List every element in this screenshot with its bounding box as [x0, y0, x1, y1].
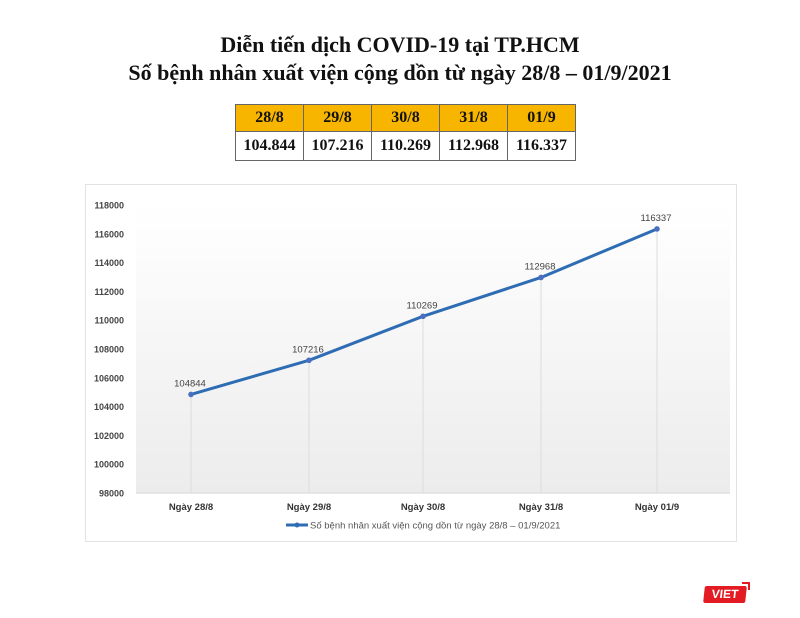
data-point-marker — [188, 391, 194, 398]
series-markers — [188, 226, 660, 398]
x-tick-label: Ngày 28/8 — [169, 502, 213, 513]
viet-logo: VIET — [703, 586, 747, 603]
x-tick-label: Ngày 29/8 — [287, 502, 331, 513]
line-chart-svg: 118000 116000 114000 112000 110000 108000 1060… — [94, 201, 730, 532]
y-tick-label: 104000 — [94, 402, 124, 412]
legend-marker-icon — [294, 522, 300, 528]
data-point-marker — [420, 313, 426, 320]
chart-title-line2: Số bệnh nhân xuất viện cộng dồn từ ngày … — [128, 60, 672, 85]
data-point-marker — [654, 226, 660, 232]
summary-header-cell: 30/8 — [371, 104, 440, 132]
y-tick-label: 108000 — [94, 345, 124, 355]
summary-header-cell: 01/9 — [507, 104, 576, 132]
data-label: 104844 — [174, 378, 206, 389]
summary-header-row: 28/8 29/8 30/8 31/8 01/9 — [235, 104, 576, 132]
y-tick-label: 98000 — [99, 489, 124, 499]
summary-value-cell: 116.337 — [507, 131, 576, 161]
summary-value-cell: 112.968 — [439, 131, 508, 161]
x-tick-label: Ngày 01/9 — [635, 502, 679, 513]
y-tick-label: 100000 — [94, 460, 124, 470]
legend: Số bệnh nhân xuất viện cộng dồn từ ngày … — [286, 521, 560, 532]
summary-values-row: 104.844 107.216 110.269 112.968 116.337 — [235, 131, 576, 161]
data-point-marker — [306, 357, 312, 364]
plot-area — [136, 205, 730, 493]
x-tick-label: Ngày 30/8 — [401, 502, 445, 513]
y-tick-label: 106000 — [94, 373, 124, 383]
summary-table: 28/8 29/8 30/8 31/8 01/9 104.844 107.216… — [235, 104, 576, 161]
data-label: 112968 — [525, 261, 556, 272]
line-chart: 118000 116000 114000 112000 110000 108000 1060… — [85, 184, 737, 542]
drop-lines — [190, 228, 658, 493]
y-tick-label: 114000 — [94, 258, 124, 268]
y-tick-label: 102000 — [94, 431, 124, 441]
summary-header-cell: 29/8 — [303, 104, 372, 132]
summary-value-cell: 110.269 — [371, 131, 440, 161]
data-label: 107216 — [292, 344, 324, 355]
chart-title-line1: Diễn tiến dịch COVID-19 tại TP.HCM — [220, 32, 580, 57]
data-label: 110269 — [407, 300, 438, 311]
data-labels: 104844 107216 110269 112968 116337 — [174, 213, 671, 389]
x-tick-label: Ngày 31/8 — [519, 502, 563, 513]
y-axis-ticks: 118000 116000 114000 112000 110000 108000 1060… — [94, 201, 124, 499]
summary-value-cell: 107.216 — [303, 131, 372, 161]
summary-header-cell: 31/8 — [439, 104, 508, 132]
legend-label: Số bệnh nhân xuất viện cộng dồn từ ngày … — [310, 521, 560, 532]
data-point-marker — [538, 274, 544, 281]
y-tick-label: 110000 — [94, 316, 124, 326]
y-tick-label: 118000 — [94, 201, 124, 211]
y-tick-label: 116000 — [94, 229, 124, 239]
data-label: 116337 — [641, 213, 672, 224]
summary-value-cell: 104.844 — [235, 131, 304, 161]
logo-arrow-icon — [742, 582, 750, 590]
summary-header-cell: 28/8 — [235, 104, 304, 132]
y-tick-label: 112000 — [94, 287, 124, 297]
x-axis-labels: Ngày 28/8 Ngày 29/8 Ngày 30/8 Ngày 31/8 Ngày… — [169, 502, 679, 513]
